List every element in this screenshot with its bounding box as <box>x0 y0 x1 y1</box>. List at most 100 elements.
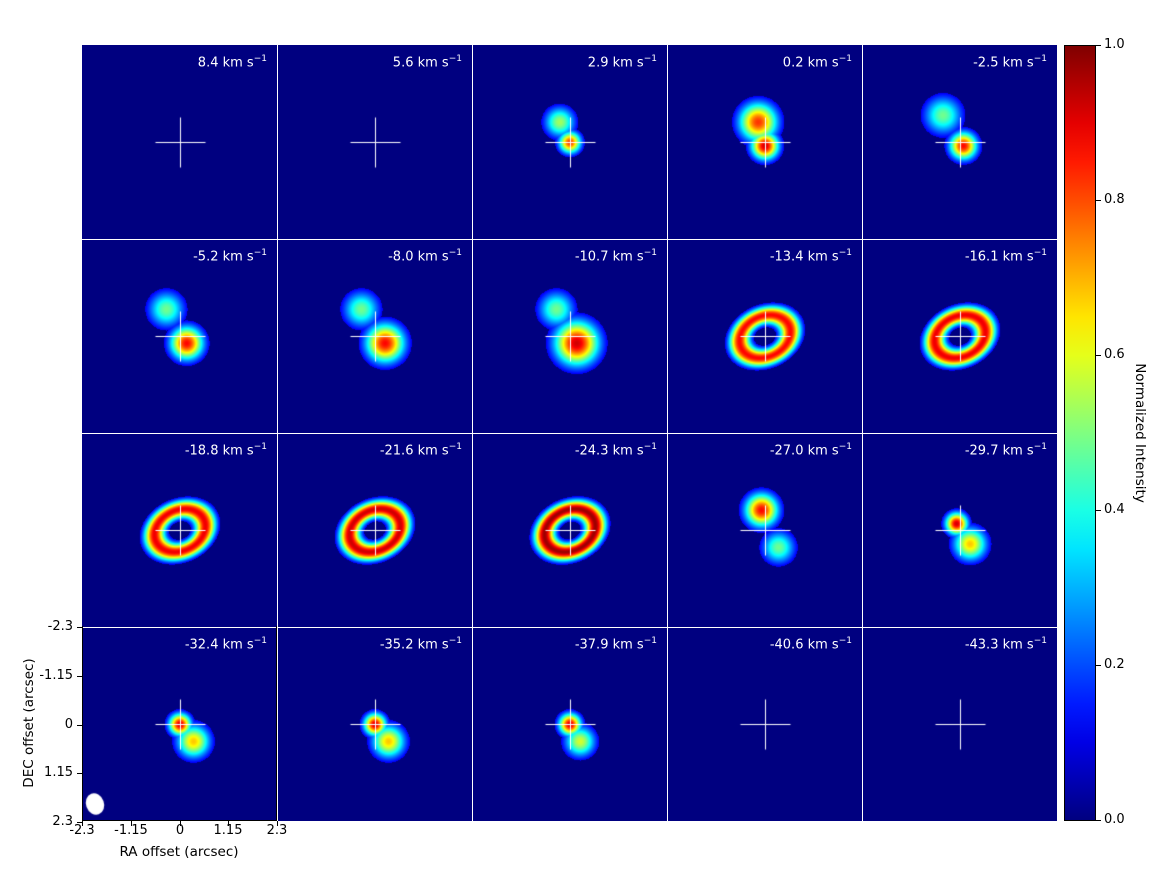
x-tick-label: 1.15 <box>213 823 243 838</box>
channel-image <box>472 45 667 239</box>
velocity-label: 8.4 km s−1 <box>198 54 267 70</box>
channel-panel: 2.9 km s−1 <box>472 45 667 239</box>
velocity-unit-exponent: −1 <box>448 442 462 452</box>
channel-panel: -24.3 km s−1 <box>472 433 667 627</box>
velocity-unit: km s <box>612 637 644 653</box>
x-axis-label: RA offset (arcsec) <box>119 844 239 860</box>
channel-map-grid: 8.4 km s−1 5.6 km s−1 2.9 km s−1 0.2 km s−1… <box>82 45 1057 821</box>
velocity-label: -27.0 km s−1 <box>770 442 852 458</box>
channel-image <box>862 433 1057 627</box>
colorbar-tick <box>1096 200 1101 201</box>
channel-panel: -27.0 km s−1 <box>667 433 862 627</box>
channel-panel: -43.3 km s−1 <box>862 627 1057 821</box>
y-tick <box>77 725 82 726</box>
velocity-value: 2.9 <box>587 55 613 71</box>
colorbar-tick-label: 0.2 <box>1104 657 1125 672</box>
colorbar-label: Normalized Intensity <box>1132 363 1148 503</box>
velocity-unit-exponent: −1 <box>643 248 657 258</box>
panel-divider <box>82 627 1057 628</box>
colorbar-tick <box>1096 665 1101 666</box>
velocity-unit-exponent: −1 <box>253 54 267 64</box>
velocity-unit: km s <box>807 637 839 653</box>
velocity-value: -24.3 <box>574 443 613 459</box>
channel-panel: -13.4 km s−1 <box>667 239 862 433</box>
panel-divider <box>82 433 1057 434</box>
x-tick <box>180 821 181 826</box>
velocity-label: -29.7 km s−1 <box>965 442 1047 458</box>
velocity-unit: km s <box>1002 443 1034 459</box>
velocity-unit: km s <box>222 55 254 71</box>
velocity-unit: km s <box>612 249 644 265</box>
velocity-unit: km s <box>807 249 839 265</box>
channel-panel: -21.6 km s−1 <box>277 433 472 627</box>
x-tick <box>82 821 83 826</box>
colorbar-tick-label: 0.8 <box>1104 192 1125 207</box>
channel-panel: -2.5 km s−1 <box>862 45 1057 239</box>
y-tick <box>77 627 82 628</box>
x-tick <box>131 821 132 826</box>
channel-image <box>667 627 862 821</box>
velocity-value: -13.4 <box>769 249 808 265</box>
velocity-label: -37.9 km s−1 <box>575 636 657 652</box>
reference-axes-frame <box>82 626 277 821</box>
velocity-value: -29.7 <box>964 443 1003 459</box>
channel-image <box>667 433 862 627</box>
channel-image <box>277 433 472 627</box>
velocity-label: 5.6 km s−1 <box>393 54 462 70</box>
velocity-unit: km s <box>417 55 449 71</box>
velocity-unit: km s <box>1002 55 1034 71</box>
velocity-unit: km s <box>612 55 644 71</box>
velocity-unit-exponent: −1 <box>448 636 462 646</box>
colorbar <box>1064 45 1096 821</box>
velocity-label: -24.3 km s−1 <box>575 442 657 458</box>
velocity-unit-exponent: −1 <box>838 248 852 258</box>
panel-divider <box>82 239 1057 240</box>
velocity-label: -16.1 km s−1 <box>965 248 1047 264</box>
channel-panel: -8.0 km s−1 <box>277 239 472 433</box>
channel-image <box>472 627 667 821</box>
channel-image <box>277 45 472 239</box>
velocity-label: -40.6 km s−1 <box>770 636 852 652</box>
velocity-unit: km s <box>417 443 449 459</box>
velocity-unit-exponent: −1 <box>643 636 657 646</box>
colorbar-tick-label: 0.6 <box>1104 347 1125 362</box>
velocity-value: -32.4 <box>184 637 223 653</box>
channel-panel: -16.1 km s−1 <box>862 239 1057 433</box>
velocity-label: -18.8 km s−1 <box>185 442 267 458</box>
channel-image <box>82 45 277 239</box>
colorbar-tick-label: 0.0 <box>1104 812 1125 827</box>
channel-image <box>472 433 667 627</box>
channel-image <box>862 239 1057 433</box>
y-tick-label: 0 <box>64 717 73 732</box>
velocity-unit-exponent: −1 <box>1033 248 1047 258</box>
velocity-value: -10.7 <box>574 249 613 265</box>
velocity-unit-exponent: −1 <box>1033 636 1047 646</box>
channel-image <box>82 627 277 821</box>
velocity-value: 8.4 <box>197 55 223 71</box>
y-tick-label: -2.3 <box>47 619 73 634</box>
y-tick <box>77 676 82 677</box>
velocity-label: -10.7 km s−1 <box>575 248 657 264</box>
velocity-value: -43.3 <box>964 637 1003 653</box>
velocity-label: 0.2 km s−1 <box>783 54 852 70</box>
channel-image <box>82 239 277 433</box>
y-tick-label: 1.15 <box>44 765 73 780</box>
x-tick-label: 0 <box>175 823 185 838</box>
velocity-unit-exponent: −1 <box>838 636 852 646</box>
x-tick <box>228 821 229 826</box>
y-tick <box>77 822 82 823</box>
velocity-label: -35.2 km s−1 <box>380 636 462 652</box>
channel-image <box>667 239 862 433</box>
velocity-unit-exponent: −1 <box>448 54 462 64</box>
y-tick <box>77 773 82 774</box>
velocity-unit-exponent: −1 <box>253 248 267 258</box>
velocity-value: 0.2 <box>782 55 808 71</box>
velocity-unit: km s <box>1002 249 1034 265</box>
velocity-unit: km s <box>222 443 254 459</box>
x-tick-label: -2.3 <box>69 823 95 838</box>
velocity-unit: km s <box>612 443 644 459</box>
channel-panel: -35.2 km s−1 <box>277 627 472 821</box>
velocity-value: -8.0 <box>388 249 418 265</box>
x-tick <box>277 821 278 826</box>
velocity-unit: km s <box>222 249 254 265</box>
